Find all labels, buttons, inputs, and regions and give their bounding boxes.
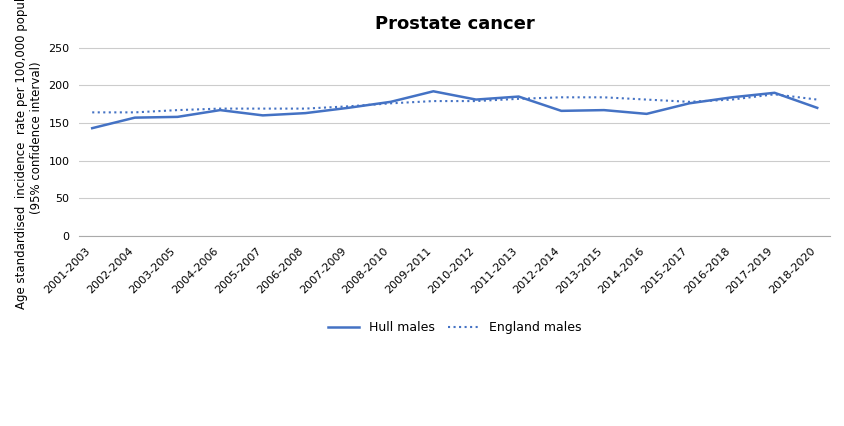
- England males: [726, 97, 736, 102]
- Title: Prostate cancer: Prostate cancer: [375, 15, 534, 33]
- England males: [513, 96, 523, 101]
- England males: [811, 97, 821, 102]
- Hull males: [172, 114, 182, 119]
- Hull males: [470, 97, 480, 102]
- Hull males: [684, 101, 694, 106]
- England males: [555, 95, 565, 100]
- Legend: Hull males, England males: Hull males, England males: [322, 317, 586, 340]
- Hull males: [257, 113, 268, 118]
- Hull males: [769, 90, 779, 95]
- England males: [470, 98, 480, 104]
- Hull males: [343, 105, 353, 110]
- England males: [215, 106, 225, 111]
- England males: [769, 92, 779, 97]
- Y-axis label: Age standardised  incidence  rate per 100,000 population
(95% confidence interva: Age standardised incidence rate per 100,…: [15, 0, 43, 308]
- Hull males: [513, 94, 523, 99]
- England males: [684, 99, 694, 104]
- England males: [130, 110, 140, 115]
- England males: [641, 97, 651, 102]
- Hull males: [215, 107, 225, 112]
- Hull males: [87, 126, 97, 131]
- Hull males: [598, 107, 609, 112]
- England males: [172, 107, 182, 112]
- Hull males: [555, 108, 565, 113]
- Hull males: [726, 95, 736, 100]
- Hull males: [428, 89, 438, 94]
- England males: [87, 110, 97, 115]
- England males: [343, 104, 353, 109]
- Line: England males: England males: [92, 94, 816, 112]
- Hull males: [385, 99, 395, 104]
- England males: [428, 98, 438, 104]
- England males: [300, 106, 310, 111]
- England males: [385, 101, 395, 106]
- Line: Hull males: Hull males: [92, 91, 816, 128]
- England males: [257, 106, 268, 111]
- Hull males: [130, 115, 140, 120]
- England males: [598, 95, 609, 100]
- Hull males: [300, 111, 310, 116]
- Hull males: [811, 105, 821, 110]
- Hull males: [641, 111, 651, 116]
